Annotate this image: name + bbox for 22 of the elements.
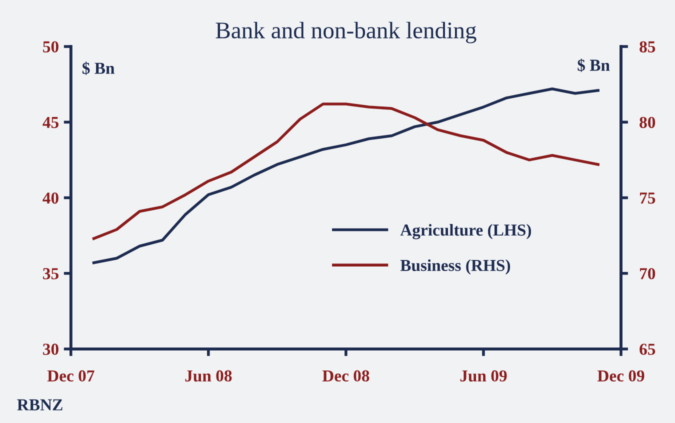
x-tick-label: Jun 09 [460, 370, 507, 382]
y-tick-label: 40 [42, 192, 58, 204]
y2-axis-title: $ Bn [578, 58, 610, 72]
y-tick-label: 45 [42, 116, 58, 128]
x-tick-label: Dec 09 [597, 370, 644, 382]
legend-label: Business (RHS) [400, 259, 510, 274]
y2-tick-label: 80 [640, 116, 656, 128]
line-series [92, 102, 600, 240]
y2-tick-label: 65 [640, 344, 656, 355]
x-tick-label: Dec 07 [47, 370, 94, 382]
y2-tick-label: 85 [640, 41, 656, 52]
x-tick-label: Dec 08 [322, 370, 370, 382]
x-tick-label: Jun 08 [185, 370, 232, 382]
y-axis-title: $ Bn [82, 62, 115, 76]
y-tick-label: 50 [43, 41, 58, 52]
y-tick-label: 30 [43, 344, 58, 355]
y2-tick-label: 75 [640, 192, 656, 204]
legend-label: Agriculture (LHS) [400, 224, 531, 240]
y-tick-label: 35 [43, 268, 58, 280]
chart-title: Bank and non-bank lending [216, 22, 476, 44]
y2-tick-label: 70 [640, 268, 656, 280]
text: RBNZ [17, 399, 62, 410]
